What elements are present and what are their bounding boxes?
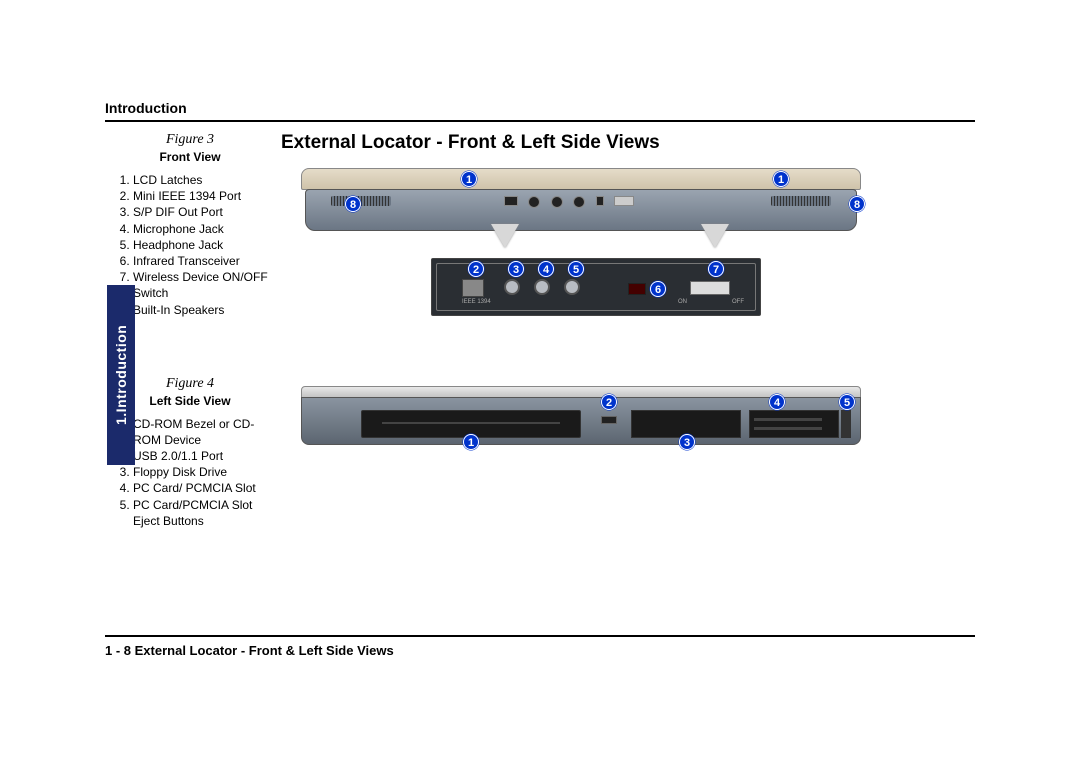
laptop-front-view: 1188	[301, 168, 861, 240]
zoom-panel: IEEE 1394 ON OFF 2 345 6 7	[431, 258, 761, 316]
list-item: Microphone Jack	[133, 221, 275, 237]
header-rule	[105, 120, 975, 122]
list-item: PC Card/PCMCIA Slot Eject Buttons	[133, 497, 275, 529]
diagram-area: 1188 IEEE 1394 ON OFF 234567	[281, 168, 961, 454]
list-item: CD-ROM Bezel or CD-ROM Device	[133, 416, 275, 448]
list-item: LCD Latches	[133, 172, 275, 188]
list-item: Infrared Transceiver	[133, 253, 275, 269]
list-item: Wireless Device ON/OFF Switch	[133, 269, 275, 301]
callout-badge: 3	[679, 434, 695, 450]
port-icon	[528, 196, 540, 208]
list-item: Mini IEEE 1394 Port	[133, 188, 275, 204]
ieee-label: IEEE 1394	[462, 299, 491, 305]
callout-badge: 4	[538, 261, 554, 277]
on-label: ON	[678, 299, 687, 305]
wireless-switch	[690, 281, 730, 295]
section-header: Introduction	[105, 100, 975, 116]
speaker-left	[331, 196, 391, 206]
speaker-right	[771, 196, 831, 206]
chapter-tab: 1.Introduction	[107, 285, 135, 465]
headphone-jack	[564, 279, 580, 295]
callout-badge: 1	[463, 434, 479, 450]
spdif-port	[504, 279, 520, 295]
mic-jack	[534, 279, 550, 295]
list-item: Floppy Disk Drive	[133, 464, 275, 480]
callout-badge: 3	[508, 261, 524, 277]
page-title: External Locator - Front & Left Side Vie…	[281, 132, 975, 154]
pcmcia-eject	[841, 410, 851, 438]
pcmcia-slot	[749, 410, 839, 438]
list-item: S/P DIF Out Port	[133, 204, 275, 220]
callout-badge: 2	[468, 261, 484, 277]
footer-rule	[105, 635, 975, 637]
list-item: USB 2.0/1.1 Port	[133, 448, 275, 464]
port-icon	[573, 196, 585, 208]
port-icon	[614, 196, 634, 206]
figure3-subtitle: Front View	[105, 150, 275, 164]
callout-badge: 8	[849, 196, 865, 212]
laptop-side-view: 1 2 3 4 5	[301, 386, 861, 454]
port-icon	[551, 196, 563, 208]
callout-badge: 8	[345, 196, 361, 212]
list-item: Headphone Jack	[133, 237, 275, 253]
port-icon	[504, 196, 518, 206]
callout-badge: 1	[773, 171, 789, 187]
list-item: PC Card/ PCMCIA Slot	[133, 480, 275, 496]
usb-port	[601, 416, 617, 424]
infrared-port	[628, 283, 646, 295]
callout-badge: 5	[568, 261, 584, 277]
off-label: OFF	[732, 299, 744, 305]
arrow-down-icon	[701, 224, 729, 248]
footer-text: 1 - 8 External Locator - Front & Left Si…	[105, 643, 975, 658]
front-port-cluster	[501, 194, 681, 212]
figure3-label: Figure 3	[105, 132, 275, 148]
callout-badge: 5	[839, 394, 855, 410]
callout-badge: 6	[650, 281, 666, 297]
list-item: Built-In Speakers	[133, 302, 275, 318]
callout-badge: 7	[708, 261, 724, 277]
callout-badge: 1	[461, 171, 477, 187]
callout-badge: 4	[769, 394, 785, 410]
port-icon	[596, 196, 604, 206]
callout-badge: 2	[601, 394, 617, 410]
arrow-down-icon	[491, 224, 519, 248]
ieee1394-port	[462, 279, 484, 297]
